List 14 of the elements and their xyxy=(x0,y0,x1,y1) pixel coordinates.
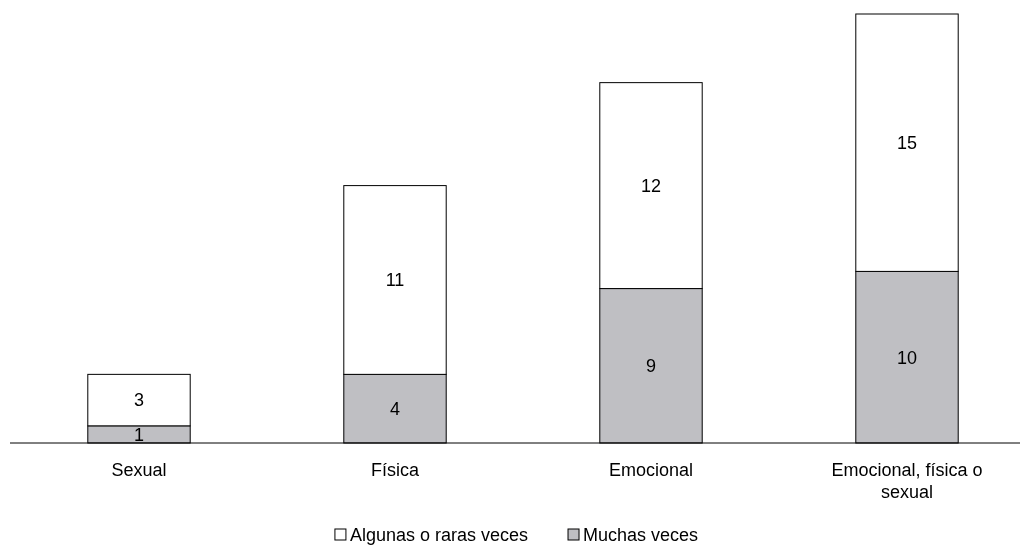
data-label: 1 xyxy=(133,424,145,445)
x-tick-label: Emocional xyxy=(608,460,694,480)
data-label: 4 xyxy=(389,398,401,419)
data-label: 11 xyxy=(385,270,405,291)
data-label: 10 xyxy=(896,347,918,368)
x-tick-label: Física xyxy=(370,460,420,480)
legend-label: Muchas veces xyxy=(583,525,699,546)
x-tick-label: Sexual xyxy=(111,460,167,480)
legend-label: Algunas o raras veces xyxy=(349,525,529,546)
data-label: 15 xyxy=(896,133,918,153)
data-label: 3 xyxy=(133,390,145,411)
data-label: 9 xyxy=(645,356,657,377)
data-label: 12 xyxy=(640,175,662,196)
x-tick-label: Emocional, física o sexual xyxy=(831,460,983,502)
